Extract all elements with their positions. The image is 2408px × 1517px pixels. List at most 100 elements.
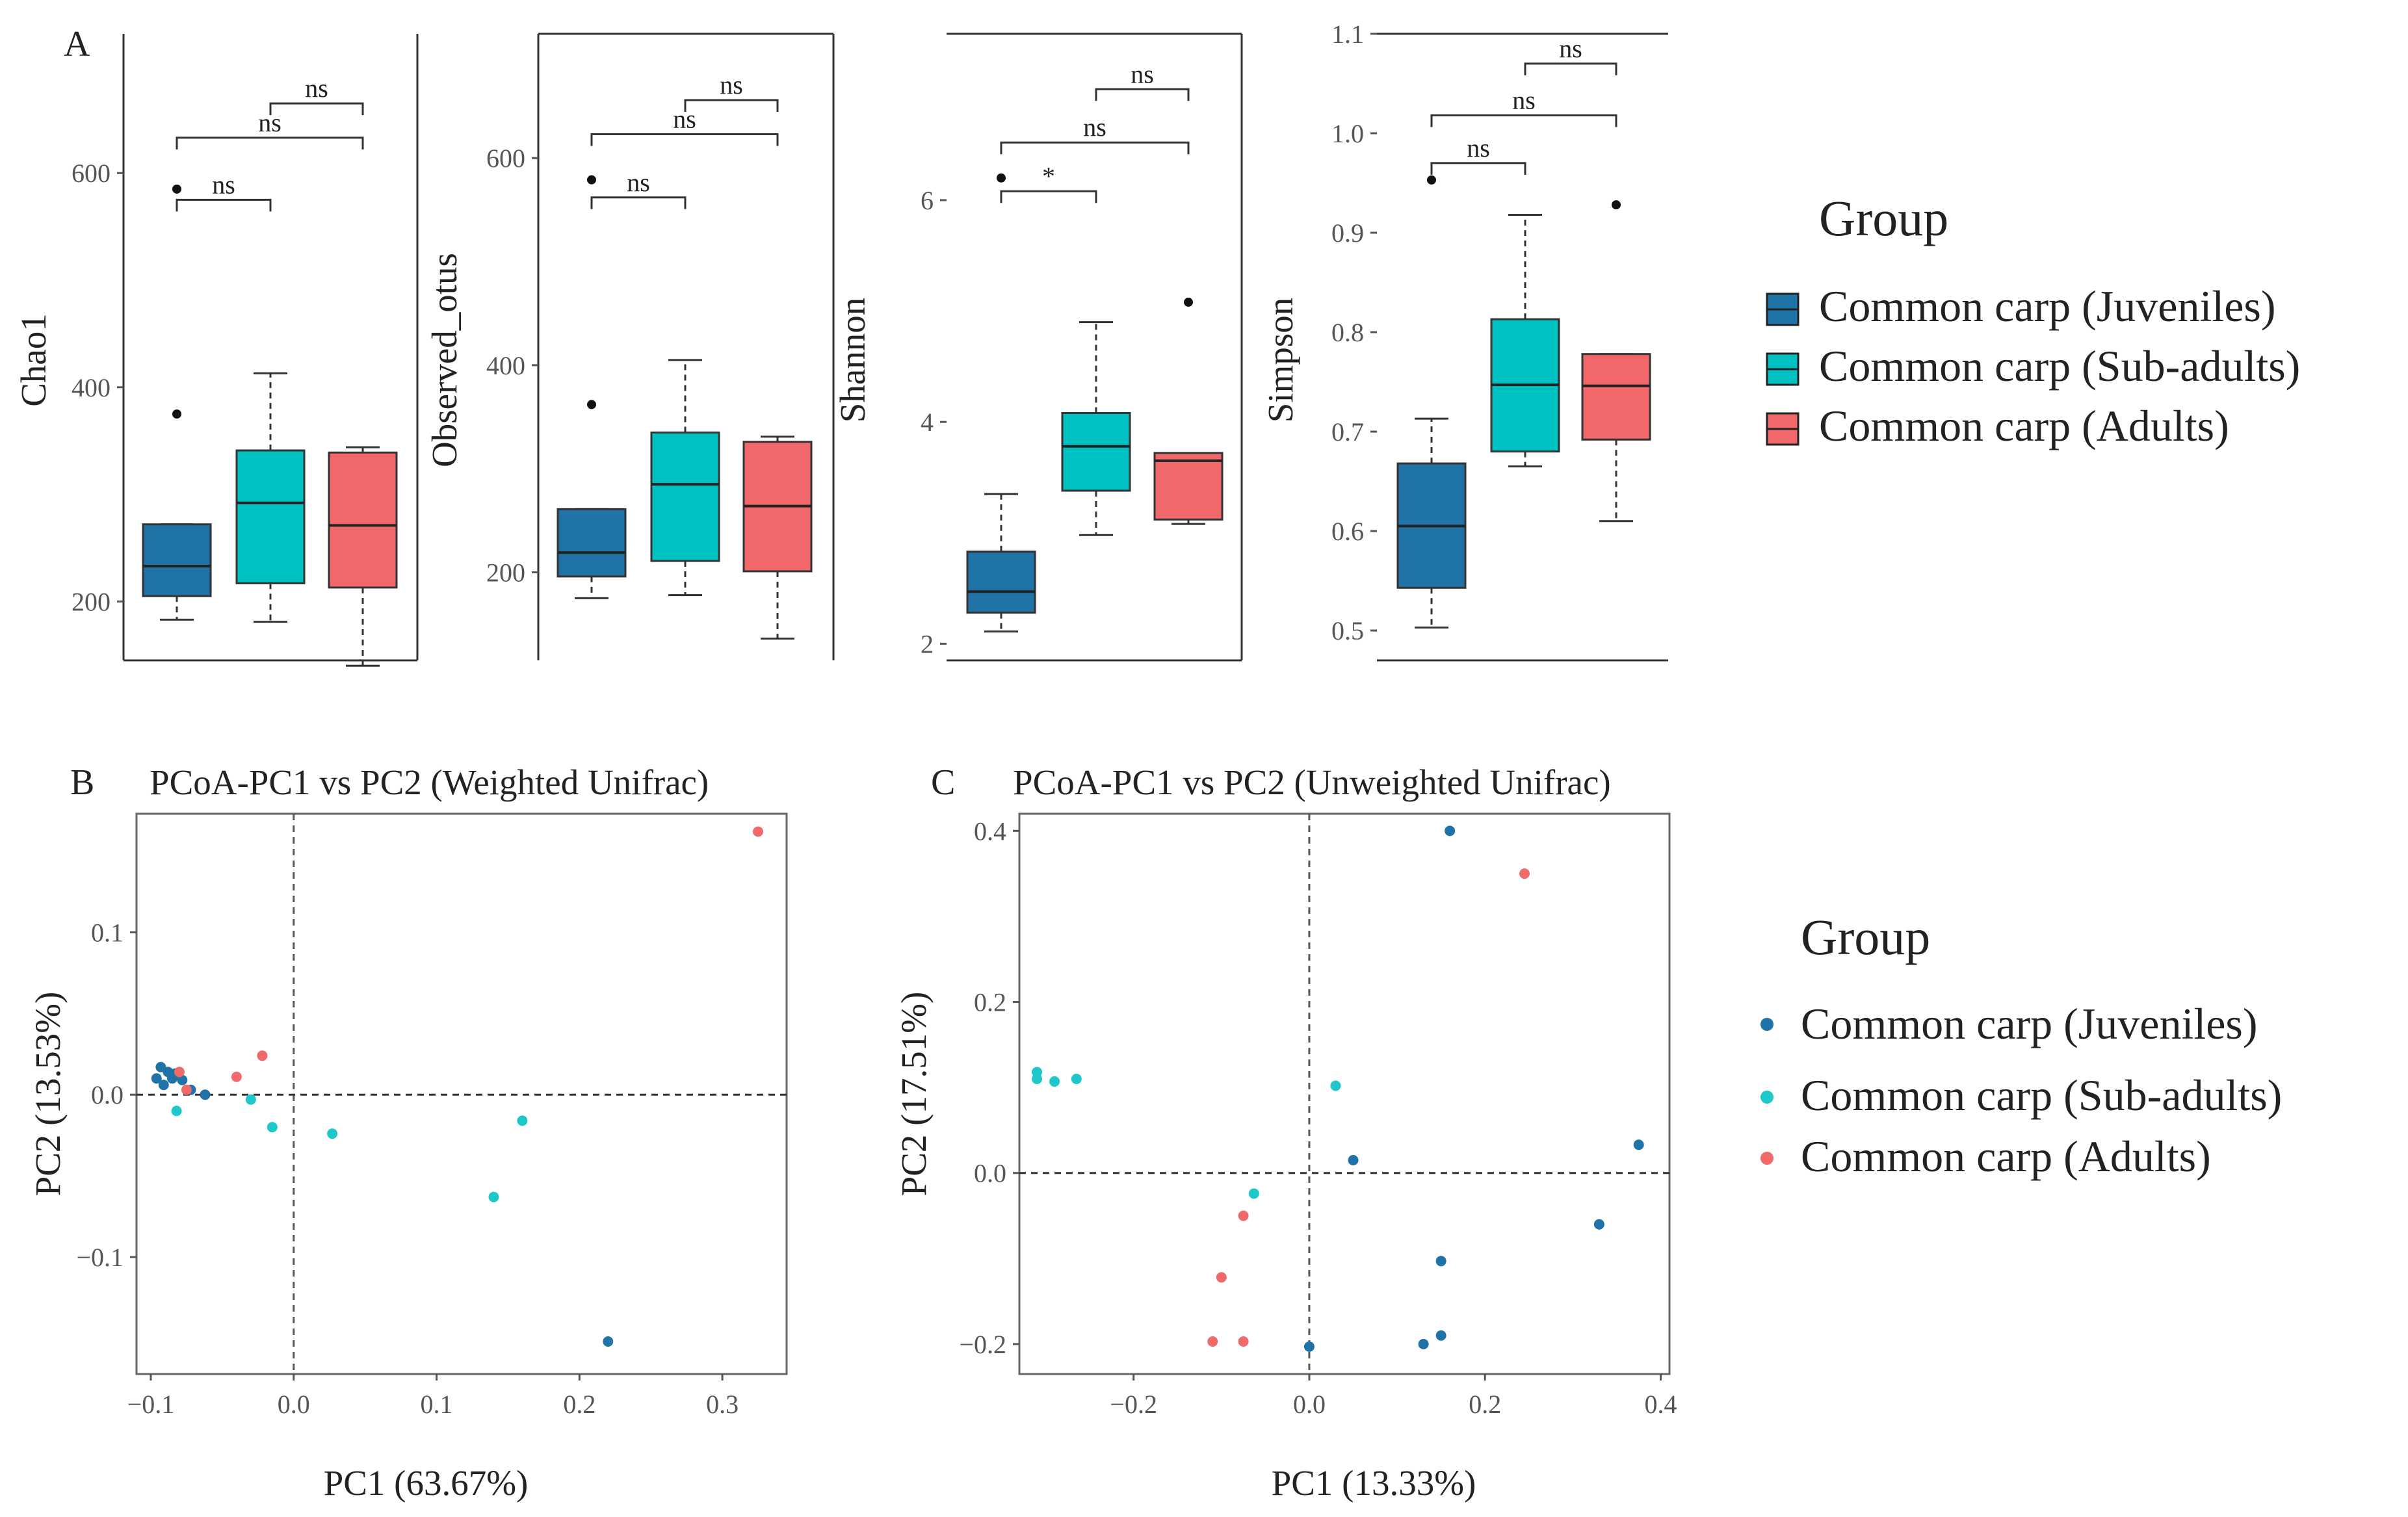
point-adults — [753, 826, 764, 837]
outlier-adults — [1612, 200, 1621, 210]
y-tick-label: 0.6 — [1331, 517, 1364, 546]
box-subadults — [235, 449, 306, 584]
x-tick-label: 0.2 — [1469, 1390, 1501, 1419]
outlier-adults — [1184, 297, 1193, 307]
point-juveniles — [1593, 1219, 1604, 1230]
point-juveniles — [200, 1089, 211, 1100]
outlier-juveniles — [997, 173, 1006, 183]
x-tick-label: 0.2 — [563, 1390, 595, 1419]
y-tick-label: 0.9 — [1331, 218, 1364, 248]
significance-bracket — [590, 196, 687, 209]
significance-bracket — [1430, 162, 1526, 175]
y-tick-label: 1.1 — [1331, 19, 1364, 49]
significance-bracket — [176, 198, 272, 212]
significance-label: ns — [1467, 133, 1490, 162]
y-tick-label: −0.1 — [76, 1243, 124, 1272]
legend-bc-label-juveniles: Common carp (Juveniles) — [1801, 999, 2258, 1048]
point-juveniles — [603, 1336, 614, 1347]
plot-frame — [1018, 812, 1671, 1375]
panel-label-a: A — [64, 24, 90, 64]
scatter-pcoa_weighted: −0.1 0.0 0.1 0.2 0.3 −0.1 0.0 0.1 PCoA-PC1 vs PC… — [28, 762, 788, 1503]
significance-label: ns — [720, 70, 743, 99]
point-adults — [231, 1071, 242, 1082]
y-tick-label: 0.8 — [1331, 318, 1364, 347]
point-subadults — [245, 1094, 256, 1105]
significance-bracket — [269, 102, 364, 116]
significance-label: ns — [258, 108, 281, 137]
point-juveniles — [1418, 1338, 1429, 1349]
x-tick-label: 0.0 — [278, 1390, 310, 1419]
y-axis-title: PC2 (17.51%) — [894, 992, 934, 1197]
plot-title: PCoA-PC1 vs PC2 (Unweighted Unifrac) — [1013, 762, 1611, 802]
point-subadults — [1330, 1080, 1341, 1091]
box-adults — [1581, 353, 1651, 441]
y-axis-title: Observed_otus — [425, 253, 464, 467]
significance-label: ns — [1559, 34, 1582, 63]
point-adults — [1238, 1336, 1249, 1347]
y-tick-label: 0.0 — [974, 1159, 1006, 1188]
point-juveniles — [1445, 825, 1456, 836]
point-juveniles — [177, 1074, 188, 1085]
point-subadults — [488, 1191, 499, 1202]
significance-bracket — [1095, 88, 1190, 101]
panel-label-b: B — [70, 762, 94, 803]
legend-a-item-juveniles: Common carp (Juveniles) — [1766, 281, 2276, 331]
box-juveniles — [966, 551, 1036, 614]
plot-title: PCoA-PC1 vs PC2 (Weighted Unifrac) — [150, 762, 709, 802]
x-tick-label: −0.1 — [127, 1390, 175, 1419]
box-adults — [1153, 452, 1224, 521]
significance-bracket — [590, 133, 779, 146]
significance-label: ns — [1512, 85, 1536, 114]
y-tick-label: 0.4 — [974, 816, 1006, 846]
point-subadults — [171, 1106, 182, 1117]
legend-bc-key-subadults — [1760, 1091, 1773, 1104]
y-tick-label: 0.2 — [974, 988, 1006, 1017]
y-tick-label: 600 — [72, 159, 111, 188]
significance-bracket — [1430, 114, 1617, 127]
y-tick-label: 200 — [486, 558, 525, 588]
y-axis-title: Shannon — [833, 298, 872, 423]
box-adults — [328, 451, 398, 589]
outlier-juveniles — [587, 400, 596, 409]
legend-a-label-juveniles: Common carp (Juveniles) — [1819, 281, 2276, 331]
point-adults — [1216, 1272, 1227, 1283]
point-adults — [1519, 868, 1530, 879]
legend-bc-title: Group — [1801, 909, 1930, 965]
x-tick-label: 0.0 — [1293, 1390, 1326, 1419]
significance-bracket — [684, 99, 779, 112]
y-tick-label: 4 — [921, 408, 934, 437]
x-tick-label: −0.2 — [1110, 1390, 1157, 1419]
legend-bc: Group Common carp (Juveniles) Common car… — [1760, 909, 2282, 1181]
legend-a: Group Common carp (Juveniles) Common car… — [1766, 190, 2300, 450]
point-subadults — [1049, 1076, 1060, 1087]
y-tick-label: 400 — [486, 351, 525, 380]
box-juveniles — [556, 508, 627, 578]
significance-label: ns — [673, 105, 696, 134]
outlier-juveniles — [1427, 175, 1436, 185]
legend-a-label-adults: Common carp (Adults) — [1819, 401, 2229, 450]
y-tick-label: 0.1 — [91, 918, 124, 947]
y-tick-label: 6 — [921, 186, 934, 215]
x-tick-label: 0.4 — [1644, 1390, 1677, 1419]
x-tick-label: 0.3 — [706, 1390, 739, 1419]
panel-label-c: C — [931, 762, 955, 803]
legend-bc-key-juveniles — [1760, 1018, 1773, 1031]
x-axis-title: PC1 (13.33%) — [1272, 1463, 1476, 1503]
point-juveniles — [1435, 1256, 1446, 1267]
point-subadults — [1248, 1188, 1259, 1199]
y-tick-label: 1.0 — [1331, 119, 1364, 148]
point-juveniles — [1435, 1330, 1446, 1341]
point-subadults — [1032, 1073, 1043, 1084]
point-adults — [1238, 1210, 1249, 1221]
box-subadults — [650, 431, 720, 562]
y-tick-label: −0.2 — [959, 1330, 1006, 1359]
point-juveniles — [1633, 1139, 1644, 1150]
outlier-juveniles — [172, 184, 181, 194]
point-subadults — [267, 1122, 278, 1133]
outlier-juveniles — [172, 409, 181, 419]
